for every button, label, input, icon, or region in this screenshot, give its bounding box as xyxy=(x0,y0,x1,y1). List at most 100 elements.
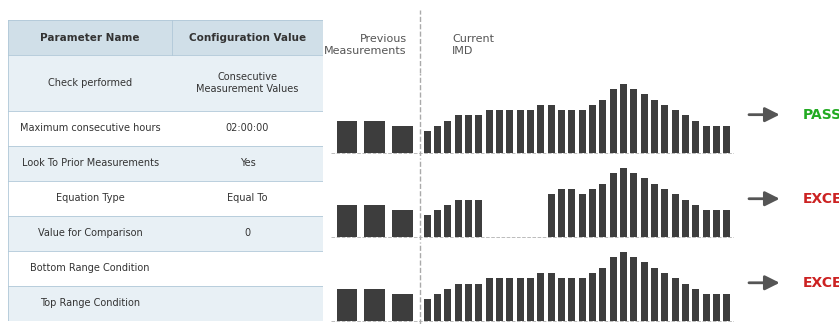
Bar xyxy=(548,105,555,153)
Bar xyxy=(651,268,658,321)
Bar xyxy=(476,199,482,236)
Bar xyxy=(589,273,596,321)
Bar xyxy=(455,116,461,153)
Bar xyxy=(599,100,607,153)
Bar xyxy=(589,189,596,236)
Bar xyxy=(620,84,627,153)
Bar xyxy=(630,89,638,153)
Text: Equation Type: Equation Type xyxy=(56,193,124,203)
Bar xyxy=(337,289,357,321)
Bar xyxy=(610,173,617,236)
Bar xyxy=(641,178,648,236)
Bar xyxy=(517,278,524,321)
Bar xyxy=(486,110,492,153)
Bar xyxy=(641,94,648,153)
Bar xyxy=(672,110,679,153)
Bar xyxy=(476,116,482,153)
Bar xyxy=(424,131,430,153)
Bar xyxy=(537,273,545,321)
Bar xyxy=(672,194,679,236)
Bar xyxy=(434,126,441,153)
Text: Configuration Value: Configuration Value xyxy=(189,32,306,42)
Bar xyxy=(692,121,700,153)
Text: Value for Comparison: Value for Comparison xyxy=(38,228,143,238)
Bar xyxy=(713,126,720,153)
Bar xyxy=(703,210,710,236)
Bar xyxy=(455,284,461,321)
Bar xyxy=(661,105,669,153)
Text: Check performed: Check performed xyxy=(48,78,133,88)
Bar xyxy=(641,263,648,321)
Bar xyxy=(548,273,555,321)
Bar xyxy=(8,251,323,286)
Bar xyxy=(496,110,503,153)
Bar xyxy=(651,184,658,236)
Bar xyxy=(620,252,627,321)
Text: Bottom Range Condition: Bottom Range Condition xyxy=(30,263,150,273)
Text: Previous
Measurements: Previous Measurements xyxy=(324,34,407,56)
Bar xyxy=(548,194,555,236)
Bar xyxy=(620,168,627,236)
Bar xyxy=(672,278,679,321)
Bar xyxy=(507,110,513,153)
Bar xyxy=(527,110,534,153)
Text: Top Range Condition: Top Range Condition xyxy=(40,298,140,308)
Bar xyxy=(537,105,545,153)
Bar xyxy=(682,284,689,321)
Bar xyxy=(703,294,710,321)
Text: PASS: PASS xyxy=(803,108,839,122)
Bar xyxy=(568,189,576,236)
Text: Current
IMD: Current IMD xyxy=(452,34,494,56)
Bar xyxy=(703,126,710,153)
Bar xyxy=(392,294,413,321)
Bar xyxy=(337,121,357,153)
Bar xyxy=(568,110,576,153)
Bar xyxy=(661,189,669,236)
Bar xyxy=(527,278,534,321)
Text: 0: 0 xyxy=(244,228,251,238)
Bar xyxy=(364,205,385,236)
Bar xyxy=(558,110,565,153)
Bar xyxy=(630,257,638,321)
Bar xyxy=(445,289,451,321)
Bar xyxy=(630,173,638,236)
Bar xyxy=(558,189,565,236)
Bar xyxy=(507,278,513,321)
Text: Consecutive
Measurement Values: Consecutive Measurement Values xyxy=(196,72,299,94)
Bar xyxy=(579,110,586,153)
Text: Maximum consecutive hours: Maximum consecutive hours xyxy=(20,123,160,133)
Bar xyxy=(392,210,413,236)
Text: EXCEPTION: EXCEPTION xyxy=(803,276,839,290)
Bar xyxy=(8,181,323,216)
Bar xyxy=(364,121,385,153)
Bar xyxy=(610,257,617,321)
Text: Equal To: Equal To xyxy=(227,193,268,203)
Bar xyxy=(723,210,731,236)
Bar xyxy=(723,294,731,321)
Bar xyxy=(8,111,323,146)
Bar xyxy=(8,286,323,321)
Bar xyxy=(8,55,323,111)
Bar xyxy=(599,184,607,236)
Text: EXCEPTION: EXCEPTION xyxy=(803,192,839,206)
Bar xyxy=(599,268,607,321)
Bar xyxy=(661,273,669,321)
Text: Parameter Name: Parameter Name xyxy=(40,32,140,42)
Bar xyxy=(610,89,617,153)
Bar xyxy=(558,278,565,321)
Bar xyxy=(579,194,586,236)
Bar xyxy=(589,105,596,153)
Bar xyxy=(486,278,492,321)
Bar xyxy=(445,205,451,236)
Bar xyxy=(568,278,576,321)
Bar xyxy=(682,199,689,236)
Bar xyxy=(434,210,441,236)
Bar xyxy=(364,289,385,321)
Bar xyxy=(455,199,461,236)
Bar xyxy=(337,205,357,236)
Text: Look To Prior Measurements: Look To Prior Measurements xyxy=(22,158,159,168)
Bar xyxy=(692,289,700,321)
Bar xyxy=(465,116,472,153)
Bar xyxy=(424,300,430,321)
Bar xyxy=(445,121,451,153)
